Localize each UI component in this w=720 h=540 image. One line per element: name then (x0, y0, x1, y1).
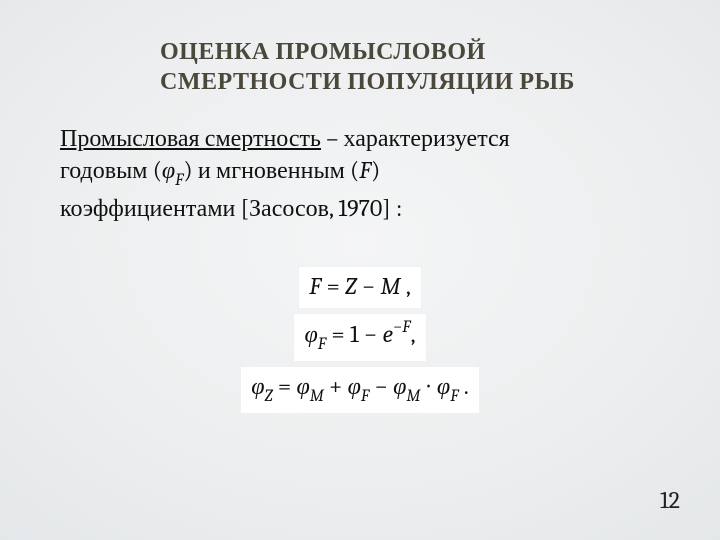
f3-Fsub2: F (450, 387, 458, 406)
title-line-1: ОЦЕНКА ПРОМЫСЛОВОЙ (160, 37, 486, 65)
phi-var: φ (162, 156, 175, 184)
body-rest1: годовым ( (60, 156, 162, 184)
f2-phi: φ (304, 320, 317, 348)
f3-Msub2: M (406, 387, 420, 406)
body-rest2: ) и мгновенным ( (183, 156, 359, 184)
body-rest4: коэффициентами [Засосов, 1970] : (60, 194, 402, 222)
f3-period: . (459, 372, 469, 400)
formula-3: φZ = φM + φF − φM ∙ φF . (240, 366, 480, 414)
body-rest3: ) (371, 156, 380, 184)
f2-sub: F (318, 335, 326, 354)
f1-comma: , (401, 272, 411, 300)
formula-2: φF = 1 − e−F, (293, 313, 426, 362)
f2-comma: , (411, 320, 416, 348)
f1-lhs: F (309, 272, 321, 300)
body-paragraph: Промысловая смертность – характеризуется… (60, 122, 660, 224)
f1-Z: Z (345, 272, 357, 300)
f2-exp-neg: − (393, 318, 402, 337)
f2-exp: −F (393, 318, 411, 337)
page-number: 12 (660, 486, 680, 514)
F-var: F (359, 156, 371, 184)
f2-eq: = 1 − (326, 320, 382, 348)
slide-title: ОЦЕНКА ПРОМЫСЛОВОЙ СМЕРТНОСТИ ПОПУЛЯЦИИ … (160, 36, 660, 96)
f3-dot: ∙ (420, 372, 437, 400)
f1-minus: − (357, 272, 381, 300)
f3-eq: = (273, 372, 297, 400)
f1-eq: = (321, 272, 345, 300)
title-line-2: СМЕРТНОСТИ ПОПУЛЯЦИИ РЫБ (160, 67, 575, 95)
f3-Msub1: M (310, 387, 324, 406)
formula-1: F = Z − M , (298, 266, 422, 309)
phi-sub: F (175, 171, 183, 190)
slide: ОЦЕНКА ПРОМЫСЛОВОЙ СМЕРТНОСТИ ПОПУЛЯЦИИ … (0, 0, 720, 540)
f3-minus: − (369, 372, 393, 400)
f3-phiZ: φ (251, 372, 264, 400)
f2-exp-F: F (402, 318, 410, 337)
f1-M: M (381, 272, 401, 300)
formula-block: F = Z − M , φF = 1 − e−F, φZ = φM + φF −… (60, 264, 660, 415)
f2-e: e (383, 320, 393, 348)
f3-Zsub: Z (265, 387, 273, 406)
body-dash: – характеризуется (321, 124, 510, 152)
f3-plus: + (324, 372, 348, 400)
f3-phiF: φ (348, 372, 361, 400)
f3-phiF2: φ (437, 372, 450, 400)
f3-phiM1: φ (296, 372, 309, 400)
f3-phiM2: φ (393, 372, 406, 400)
f3-Fsub: F (361, 387, 369, 406)
term-underlined: Промысловая смертность (60, 124, 321, 152)
